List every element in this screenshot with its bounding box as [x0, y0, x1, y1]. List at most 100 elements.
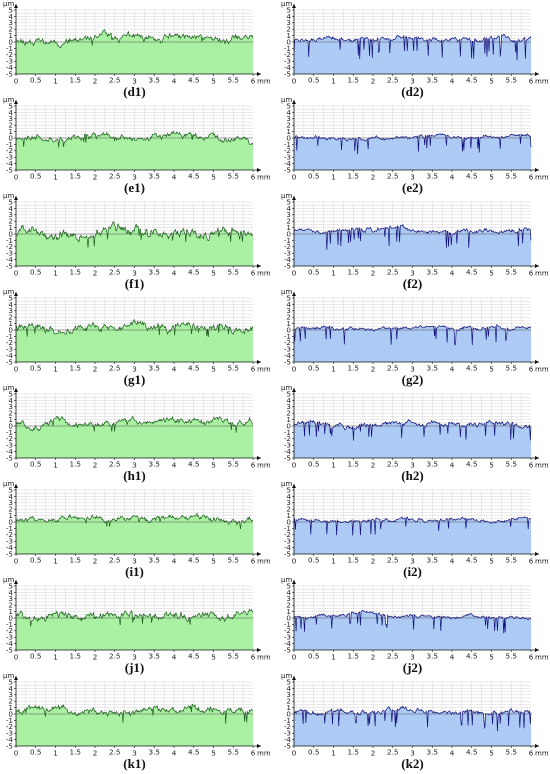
y-tick-label: -5 [6, 453, 13, 462]
x-unit-label: mm [535, 366, 549, 374]
x-tick-label: 3 [132, 461, 137, 470]
x-unit-label: mm [535, 270, 549, 278]
x-tick-label: 5 [211, 173, 216, 182]
x-tick-label: 3.5 [427, 364, 438, 373]
y-tick-label: -1 [6, 140, 13, 149]
x-axis-arrow [535, 648, 539, 652]
y-unit-label: µm [281, 0, 292, 8]
x-unit-label: mm [535, 78, 549, 86]
x-tick-label: 5 [489, 557, 494, 566]
x-tick-label: 4 [172, 749, 177, 758]
x-tick-label: 0 [292, 749, 297, 758]
x-tick-label: 3.5 [427, 268, 438, 277]
y-tick-label: -5 [6, 69, 13, 78]
x-axis-arrow [257, 552, 261, 556]
y-tick-label: -1 [6, 524, 13, 533]
x-tick-label: 4.5 [466, 556, 477, 565]
x-tick-label: 5.5 [506, 172, 517, 181]
x-tick-label: 6 [529, 77, 534, 86]
y-tick-label: -4 [6, 543, 14, 552]
y-tick-label: -3 [6, 537, 13, 546]
x-tick-label: 1.5 [70, 364, 81, 373]
x-tick-label: 0.5 [30, 76, 41, 85]
y-tick-label: 3 [286, 306, 291, 315]
y-tick-label: -3 [6, 441, 13, 450]
x-tick-label: 3 [410, 269, 415, 278]
y-tick-label: -3 [284, 729, 291, 738]
y-tick-label: 0 [8, 421, 13, 430]
x-tick-label: 4 [450, 173, 455, 182]
x-tick-label: 0.5 [308, 652, 319, 661]
y-tick-label: 5 [286, 485, 291, 494]
x-tick-label: 3.5 [427, 556, 438, 565]
y-tick-label: -1 [6, 620, 13, 629]
y-tick-label: -2 [284, 50, 291, 59]
x-tick-label: 3 [132, 749, 137, 758]
x-tick-label: 0 [14, 77, 19, 86]
x-tick-label: 0.5 [308, 460, 319, 469]
x-tick-label: 1 [53, 269, 58, 278]
profile-line [15, 29, 254, 49]
y-tick-label: -1 [6, 428, 13, 437]
y-tick-label: 2 [8, 505, 13, 514]
x-unit-label: mm [257, 462, 271, 470]
y-tick-label: -1 [284, 716, 291, 725]
y-tick-label: -2 [284, 242, 291, 251]
y-axis-arrow [292, 4, 296, 8]
x-axis-arrow [257, 456, 261, 460]
x-tick-label: 6 [251, 557, 256, 566]
x-tick-label: 3.5 [149, 172, 160, 181]
x-tick-label: 2.5 [109, 556, 120, 565]
profile-line [15, 512, 254, 530]
x-tick-label: 2 [371, 269, 376, 278]
y-tick-label: 3 [286, 594, 291, 603]
profile-line [15, 703, 254, 724]
y-tick-label: 2 [286, 601, 291, 610]
x-tick-label: 1.5 [70, 76, 81, 85]
profile-area [16, 29, 253, 74]
y-tick-label: 5 [286, 677, 291, 686]
x-tick-label: 5 [489, 365, 494, 374]
x-tick-label: 4.5 [188, 364, 199, 373]
x-tick-label: 3 [132, 653, 137, 662]
x-tick-label: 2 [93, 461, 98, 470]
x-tick-label: 1.5 [70, 172, 81, 181]
profile-area [16, 704, 253, 746]
x-tick-label: 4 [450, 77, 455, 86]
y-tick-label: 5 [8, 101, 13, 110]
x-tick-label: 2 [371, 557, 376, 566]
x-tick-label: 4.5 [188, 556, 199, 565]
profile-line [293, 33, 532, 61]
x-tick-label: 5 [211, 749, 216, 758]
y-tick-label: 5 [8, 581, 13, 590]
panel-caption: (f1) [125, 276, 145, 291]
y-tick-label: -1 [284, 140, 291, 149]
x-axis-arrow [257, 72, 261, 76]
y-tick-label: -4 [284, 735, 292, 744]
x-tick-label: 1 [53, 557, 58, 566]
x-tick-label: 1 [331, 77, 336, 86]
x-tick-label: 2.5 [387, 652, 398, 661]
y-tick-label: 0 [8, 517, 13, 526]
y-tick-label: 2 [286, 217, 291, 226]
x-tick-label: 2 [371, 77, 376, 86]
x-tick-label: 5.5 [228, 460, 239, 469]
x-tick-label: 2 [93, 365, 98, 374]
x-tick-label: 0 [292, 77, 297, 86]
x-tick-label: 5 [489, 461, 494, 470]
y-tick-label: 3 [286, 18, 291, 27]
x-tick-label: 4.5 [188, 748, 199, 757]
y-tick-label: -4 [284, 639, 292, 648]
profile-area [294, 610, 531, 650]
x-tick-label: 0 [14, 461, 19, 470]
y-tick-label: 4 [286, 12, 291, 21]
y-tick-label: 4 [286, 204, 291, 213]
y-tick-label: 5 [8, 293, 13, 302]
x-tick-label: 1.5 [348, 364, 359, 373]
x-tick-label: 3 [410, 173, 415, 182]
y-tick-label: 0 [286, 709, 291, 718]
